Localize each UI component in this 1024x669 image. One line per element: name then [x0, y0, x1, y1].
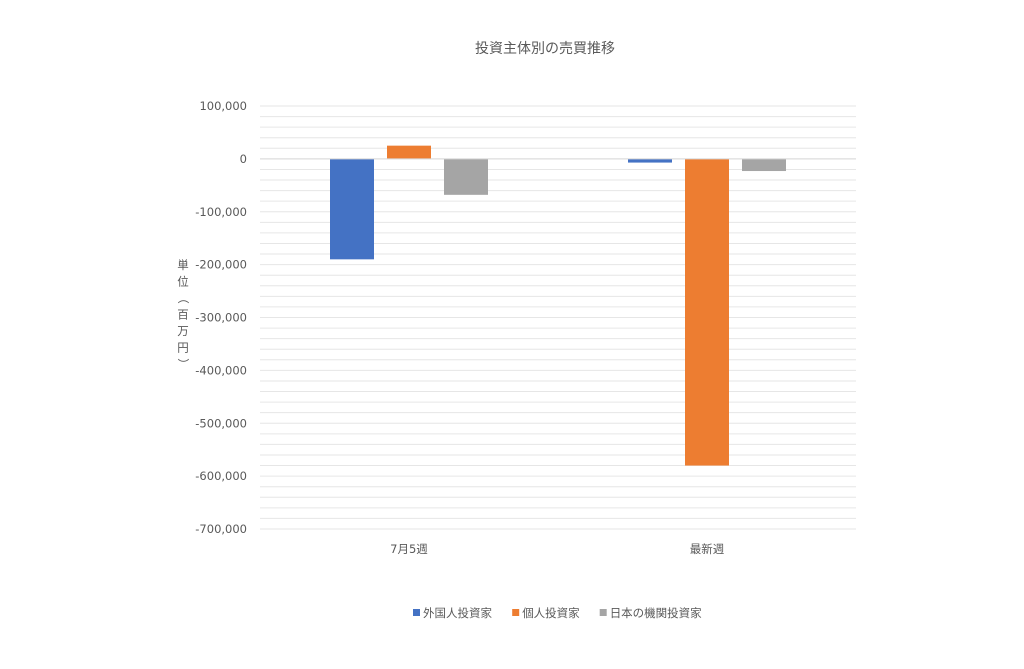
x-category-label: 最新週: [690, 542, 725, 556]
y-axis-label-char: 百: [177, 308, 189, 322]
y-axis-ticks: 100,000 0 -100,000 -200,000 -300,000 -400,000…: [195, 99, 247, 536]
bars: [330, 145, 786, 466]
y-axis-label-char: 万: [177, 324, 189, 338]
legend-swatch: [413, 609, 420, 616]
bar: [444, 158, 488, 195]
bar: [628, 158, 672, 163]
legend-label: 外国人投資家: [423, 606, 492, 620]
y-axis-label-char: 単: [177, 258, 189, 272]
x-axis-categories: 7月5週 最新週: [390, 542, 725, 556]
y-tick-label: -400,000: [195, 363, 247, 377]
y-axis-label-char: 円: [177, 341, 189, 355]
legend-swatch: [599, 609, 607, 616]
legend-label: 日本の機関投資家: [610, 606, 702, 620]
y-tick-label: -600,000: [195, 469, 247, 483]
legend-swatch: [512, 609, 520, 616]
y-tick-label: -500,000: [195, 416, 247, 430]
bar: [685, 158, 729, 466]
y-tick-label: -100,000: [195, 205, 247, 219]
x-category-label: 7月5週: [390, 542, 428, 556]
chart-title: 投資主体別の売買推移: [475, 41, 615, 57]
bar: [742, 158, 786, 172]
y-tick-label: 100,000: [199, 99, 247, 113]
y-tick-label: -200,000: [195, 258, 247, 272]
y-tick-label: 0: [240, 152, 247, 166]
bar: [330, 158, 374, 260]
legend-label: 個人投資家: [522, 606, 580, 620]
legend: 外国人投資家 個人投資家 日本の機関投資家: [413, 606, 702, 620]
y-tick-label: -300,000: [195, 311, 247, 325]
y-axis-label-char: ）: [176, 358, 190, 370]
bar: [387, 145, 431, 159]
y-tick-label: -700,000: [195, 522, 247, 536]
y-axis-label: 単位 （ 百万円 ）: [176, 258, 190, 370]
y-axis-label-char: （: [176, 292, 190, 304]
y-axis-label-char: 位: [177, 275, 189, 289]
